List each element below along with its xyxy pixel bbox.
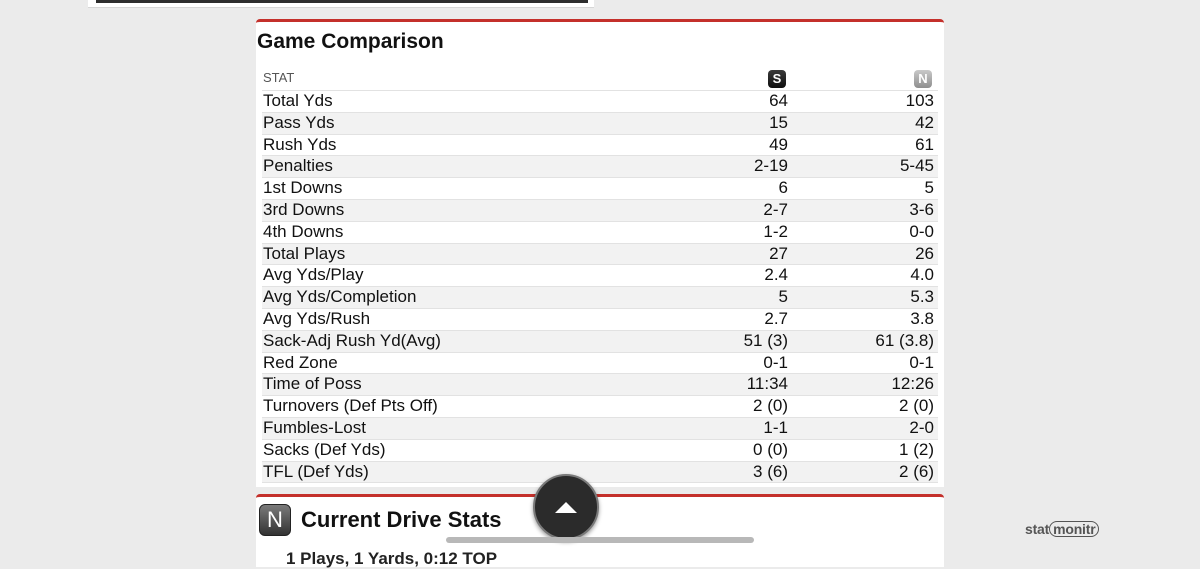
up-triangle-icon	[555, 501, 577, 513]
team-a-value: 6	[652, 177, 792, 200]
team-a-value: 2.7	[652, 307, 792, 331]
comparison-table: STAT S N Total Yds 64 103 Pass Yds 15 42 Rush …	[262, 65, 938, 484]
team-a-value: 11:34	[652, 373, 792, 396]
table-row: Red Zone 0-1 0-1	[262, 351, 938, 374]
team-b-value: 26	[792, 242, 938, 265]
stat-label: Sacks (Def Yds)	[262, 438, 652, 462]
stat-label: Avg Yds/Rush	[262, 307, 652, 331]
table-row: Avg Yds/Completion 5 5.3	[262, 286, 938, 309]
current-drive-card: N Current Drive Stats 1 Plays, 1 Yards, …	[256, 494, 944, 568]
team-a-value: 27	[652, 242, 792, 265]
team-a-value: 3 (6)	[652, 460, 792, 484]
table-row: 3rd Downs 2-7 3-6	[262, 198, 938, 222]
team-a-value: 64	[652, 90, 792, 113]
table-row: Avg Yds/Rush 2.7 3.8	[262, 307, 938, 331]
scroll-to-top-button[interactable]	[533, 474, 599, 540]
team-b-value: 12:26	[792, 373, 938, 396]
stat-label: Avg Yds/Completion	[262, 286, 652, 309]
team-b-value: 1 (2)	[792, 438, 938, 462]
team-b-column-header: N	[792, 65, 938, 91]
stat-label: Avg Yds/Play	[262, 264, 652, 287]
team-a-column-header: S	[652, 65, 792, 91]
stat-label: Total Yds	[262, 90, 652, 113]
team-logo-icon: N	[259, 504, 291, 536]
previous-card-bar	[96, 0, 588, 3]
team-b-value: 0-0	[792, 220, 938, 244]
stat-label: Sack-Adj Rush Yd(Avg)	[262, 329, 652, 353]
team-a-value: 51 (3)	[652, 329, 792, 353]
drive-header: N Current Drive Stats	[256, 497, 944, 536]
table-row: Turnovers (Def Pts Off) 2 (0) 2 (0)	[262, 395, 938, 418]
stat-label: Pass Yds	[262, 111, 652, 135]
team-b-value: 61	[792, 133, 938, 156]
brand-suffix: monitr	[1049, 521, 1100, 537]
team-b-value: 2 (6)	[792, 460, 938, 484]
table-row: Total Yds 64 103	[262, 90, 938, 113]
table-header-row: STAT S N	[262, 65, 938, 91]
stat-label: Rush Yds	[262, 133, 652, 156]
stat-column-header: STAT	[263, 70, 295, 86]
team-a-value: 2.4	[652, 264, 792, 287]
team-a-value: 2 (0)	[652, 395, 792, 418]
stat-label: Turnovers (Def Pts Off)	[262, 395, 652, 418]
team-a-value: 0 (0)	[652, 438, 792, 462]
team-a-value: 1-2	[652, 220, 792, 244]
team-b-value: 2-0	[792, 416, 938, 440]
team-a-value: 49	[652, 133, 792, 156]
card-title: Game Comparison	[257, 30, 444, 53]
stat-label: 3rd Downs	[262, 198, 652, 222]
team-b-value: 61 (3.8)	[792, 329, 938, 353]
team-a-value: 15	[652, 111, 792, 135]
brand-logo: stat monitr	[1025, 521, 1100, 537]
team-b-value: 3.8	[792, 307, 938, 331]
table-row: Rush Yds 49 61	[262, 133, 938, 156]
team-a-value: 2-19	[652, 155, 792, 178]
table-row: Pass Yds 15 42	[262, 111, 938, 135]
previous-card-edge	[88, 0, 594, 8]
table-row: Time of Poss 11:34 12:26	[262, 373, 938, 396]
team-b-logo-icon: N	[914, 70, 932, 88]
stat-label: 4th Downs	[262, 220, 652, 244]
team-b-value: 5-45	[792, 155, 938, 178]
brand-prefix: stat	[1025, 521, 1050, 537]
game-comparison-card: Game Comparison STAT S N Total Yds 64 103 P…	[256, 19, 944, 487]
table-row: 4th Downs 1-2 0-0	[262, 220, 938, 244]
team-a-value: 2-7	[652, 198, 792, 222]
team-b-value: 2 (0)	[792, 395, 938, 418]
team-a-logo-icon: S	[768, 70, 786, 88]
table-row: Avg Yds/Play 2.4 4.0	[262, 264, 938, 287]
team-b-value: 5	[792, 177, 938, 200]
table-row: 1st Downs 6 5	[262, 177, 938, 200]
table-row: Fumbles-Lost 1-1 2-0	[262, 416, 938, 440]
stat-label: TFL (Def Yds)	[262, 460, 652, 484]
team-b-value: 3-6	[792, 198, 938, 222]
stat-label: Penalties	[262, 155, 652, 178]
team-b-value: 103	[792, 90, 938, 113]
stat-label: Red Zone	[262, 351, 652, 374]
table-row: Total Plays 27 26	[262, 242, 938, 265]
table-row: Sack-Adj Rush Yd(Avg) 51 (3) 61 (3.8)	[262, 329, 938, 353]
table-row: TFL (Def Yds) 3 (6) 2 (6)	[262, 460, 938, 484]
team-a-value: 5	[652, 286, 792, 309]
table-row: Sacks (Def Yds) 0 (0) 1 (2)	[262, 438, 938, 462]
card-title: Current Drive Stats	[301, 507, 502, 532]
team-b-value: 5.3	[792, 286, 938, 309]
home-indicator[interactable]	[446, 537, 754, 543]
table-row: Penalties 2-19 5-45	[262, 155, 938, 178]
stat-label: Fumbles-Lost	[262, 416, 652, 440]
team-b-value: 42	[792, 111, 938, 135]
team-b-value: 4.0	[792, 264, 938, 287]
stat-label: Time of Poss	[262, 373, 652, 396]
stat-label: 1st Downs	[262, 177, 652, 200]
drive-summary: 1 Plays, 1 Yards, 0:12 TOP	[286, 549, 498, 568]
team-a-value: 1-1	[652, 416, 792, 440]
team-b-value: 0-1	[792, 351, 938, 374]
stat-label: Total Plays	[262, 242, 652, 265]
team-a-value: 0-1	[652, 351, 792, 374]
